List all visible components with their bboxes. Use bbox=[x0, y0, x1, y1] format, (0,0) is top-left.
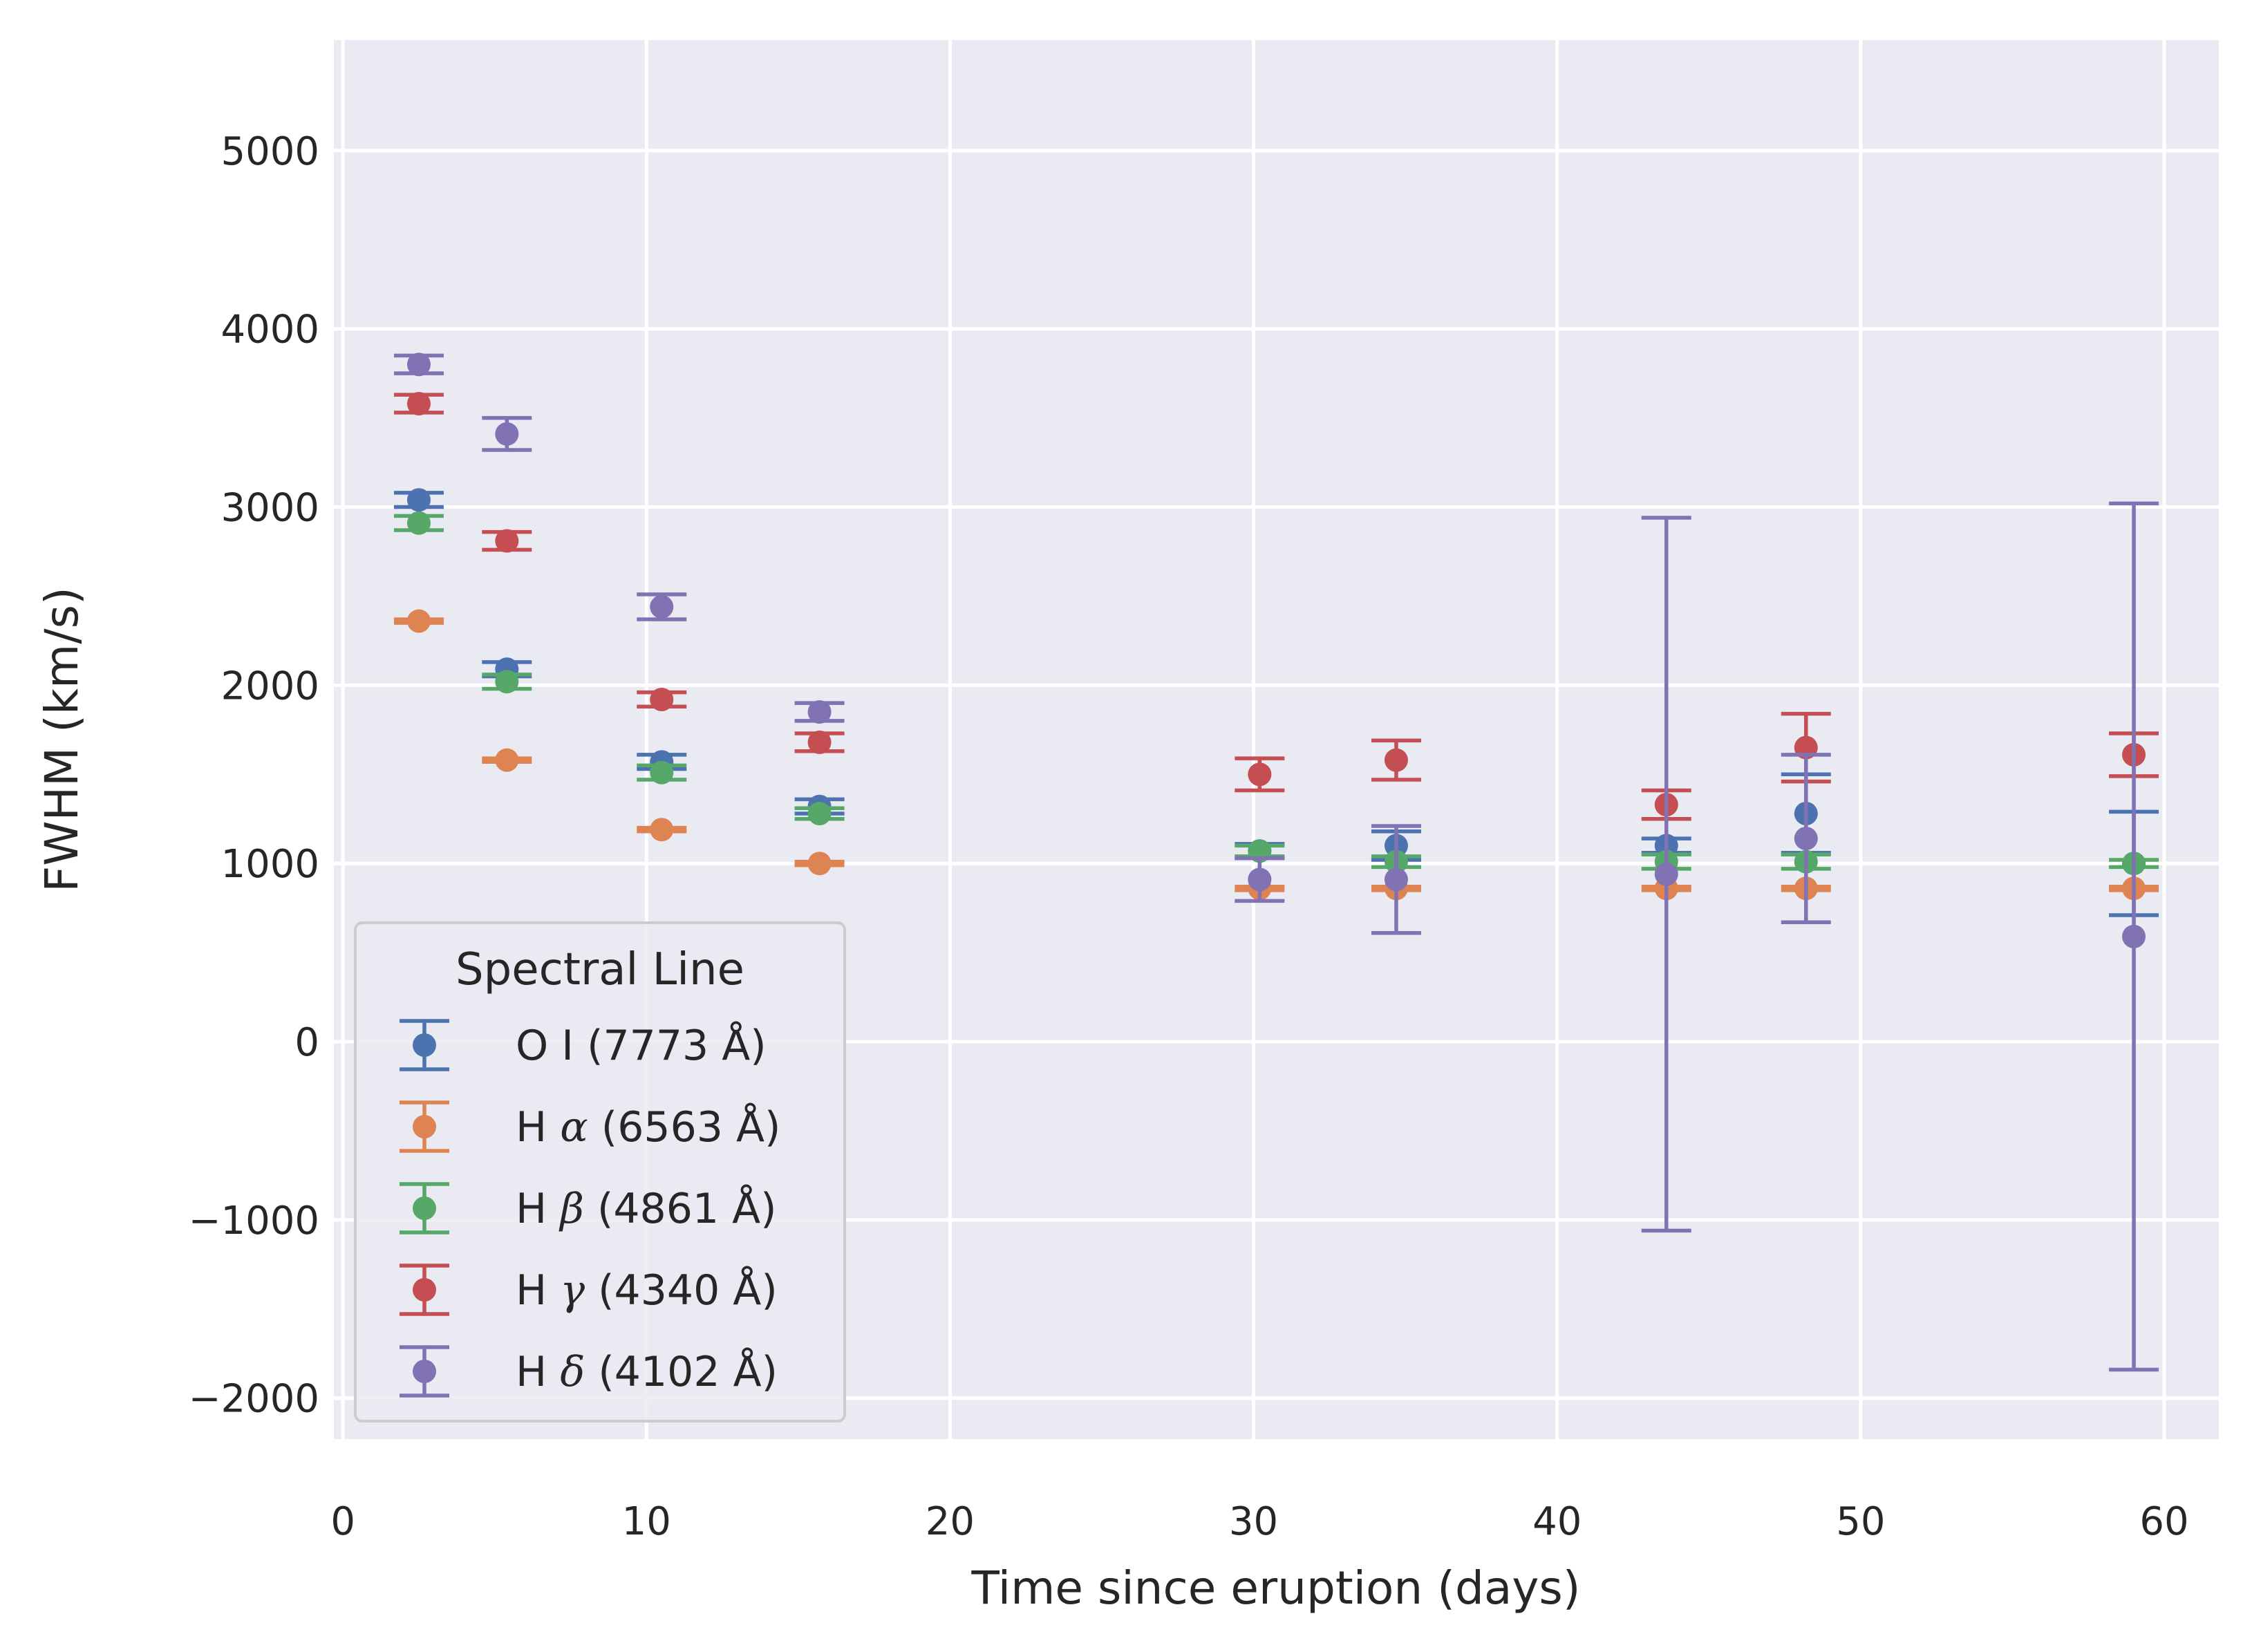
data-point bbox=[650, 760, 674, 785]
data-point bbox=[1248, 762, 1272, 787]
data-point bbox=[495, 422, 519, 446]
data-point bbox=[2122, 924, 2146, 948]
y-axis-label: FWHM (km/s) bbox=[35, 587, 88, 892]
legend-label-part: (4102 Å) bbox=[585, 1347, 778, 1396]
legend-entry-1: H α (6563 Å) bbox=[400, 1100, 780, 1153]
y-tick-label: 0 bbox=[294, 1020, 319, 1065]
legend-label-part: β bbox=[559, 1185, 584, 1233]
data-series bbox=[393, 353, 2159, 1372]
tick-labels: 0 10 20 30 40 50 60 −2000 −1000 0 1000 2000 3000 4000… bbox=[189, 129, 2189, 1544]
legend-entry-4: H δ (4102 Å) bbox=[400, 1345, 778, 1398]
legend-marker bbox=[413, 1360, 436, 1383]
y-tick-label: 4000 bbox=[220, 308, 319, 353]
legend-frame bbox=[354, 921, 846, 1423]
legend-label-part: (4340 Å) bbox=[585, 1266, 778, 1315]
data-point bbox=[406, 391, 431, 415]
legend-label: H β (4861 Å) bbox=[516, 1184, 777, 1233]
data-point bbox=[1384, 748, 1408, 772]
legend-marker bbox=[413, 1196, 436, 1220]
legend-label: H δ (4102 Å) bbox=[516, 1347, 778, 1396]
legend-entries: O I (7773 Å)H α (6563 Å)H β (4861 Å)H γ … bbox=[400, 1019, 780, 1398]
data-point bbox=[1384, 867, 1408, 892]
y-tick-label: 5000 bbox=[220, 129, 319, 174]
legend-marker bbox=[413, 1033, 436, 1057]
data-point bbox=[495, 748, 519, 772]
x-tick-label: 10 bbox=[622, 1499, 671, 1544]
data-point bbox=[1654, 862, 1678, 886]
legend-marker bbox=[413, 1278, 436, 1302]
data-point bbox=[650, 687, 674, 711]
legend-marker bbox=[413, 1115, 436, 1138]
data-point bbox=[495, 529, 519, 553]
x-tick-label: 60 bbox=[2139, 1499, 2188, 1544]
legend-label-part: γ bbox=[560, 1266, 585, 1315]
data-point bbox=[650, 594, 674, 619]
y-tick-label: 2000 bbox=[220, 664, 319, 708]
x-axis-label: Time since eruption (days) bbox=[970, 1561, 1580, 1615]
x-tick-label: 30 bbox=[1229, 1499, 1278, 1544]
legend-label-part: H bbox=[516, 1266, 560, 1315]
data-point bbox=[406, 488, 431, 512]
x-tick-label: 40 bbox=[1532, 1499, 1582, 1544]
legend-label: O I (7773 Å) bbox=[516, 1021, 767, 1070]
series-4 bbox=[393, 353, 2159, 1372]
data-point bbox=[495, 670, 519, 694]
legend-label-part: (4861 Å) bbox=[584, 1184, 777, 1233]
legend-label-part: (6563 Å) bbox=[588, 1102, 781, 1152]
legend-label-part: α bbox=[560, 1103, 588, 1152]
data-point bbox=[1794, 827, 1818, 851]
legend-label-part: H bbox=[516, 1185, 560, 1233]
legend-title: Spectral Line bbox=[456, 944, 744, 995]
data-point bbox=[807, 730, 832, 754]
legend-label: H α (6563 Å) bbox=[516, 1102, 780, 1152]
legend-label: H γ (4340 Å) bbox=[516, 1266, 778, 1315]
data-point bbox=[807, 802, 832, 826]
legend-label-part: δ bbox=[560, 1348, 585, 1396]
y-tick-label: 3000 bbox=[220, 486, 319, 531]
legend-entry-2: H β (4861 Å) bbox=[400, 1182, 777, 1235]
data-point bbox=[650, 818, 674, 842]
legend: Spectral Line O I (7773 Å)H α (6563 Å)H … bbox=[354, 921, 846, 1423]
data-point bbox=[406, 609, 431, 633]
data-point bbox=[807, 852, 832, 876]
x-tick-label: 20 bbox=[926, 1499, 975, 1544]
data-point bbox=[406, 511, 431, 535]
legend-entry-3: H γ (4340 Å) bbox=[400, 1264, 778, 1316]
data-point bbox=[807, 700, 832, 724]
y-tick-label: −1000 bbox=[189, 1199, 319, 1243]
legend-label-part: H bbox=[516, 1348, 560, 1396]
data-point bbox=[1248, 867, 1272, 892]
legend-label-part: O I (7773 Å) bbox=[516, 1021, 767, 1070]
y-tick-label: 1000 bbox=[220, 842, 319, 887]
x-tick-label: 50 bbox=[1836, 1499, 1885, 1544]
y-tick-label: −2000 bbox=[189, 1377, 319, 1422]
legend-label-part: H bbox=[516, 1103, 560, 1152]
x-tick-label: 0 bbox=[330, 1499, 355, 1544]
data-point bbox=[406, 353, 431, 377]
legend-entry-0: O I (7773 Å) bbox=[400, 1019, 767, 1071]
